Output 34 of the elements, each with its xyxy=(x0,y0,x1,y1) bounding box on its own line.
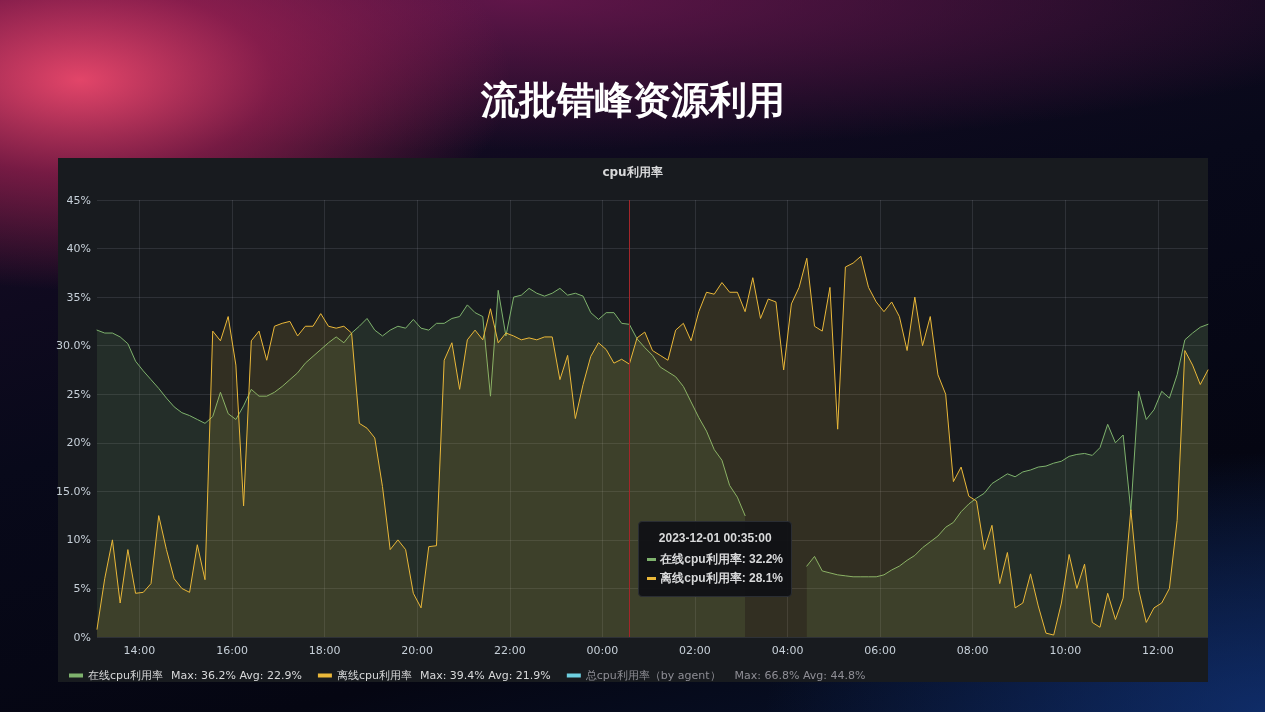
x-tick-label: 00:00 xyxy=(586,644,619,657)
y-tick-label: 35% xyxy=(66,290,91,304)
x-tick-label: 08:00 xyxy=(956,644,989,657)
text: Max: 36.2% Avg: 22.9% xyxy=(171,669,302,682)
x-tick-label: 18:00 xyxy=(308,644,341,657)
x-tick-label: 06:00 xyxy=(864,644,896,657)
legend-label: 在线cpu利用率 xyxy=(88,669,164,682)
x-tick-label: 10:00 xyxy=(1049,644,1082,657)
y-tick-label: 45% xyxy=(66,193,91,207)
y-tick-label: 5% xyxy=(73,581,91,595)
y-tick-label: 10% xyxy=(66,533,91,547)
text: Max: 66.8% Avg: 44.8% xyxy=(734,669,866,682)
y-tick-label: 15.0% xyxy=(56,484,91,498)
y-tick-label: 0% xyxy=(73,630,91,644)
text: Max: 39.4% Avg: 21.9% xyxy=(419,669,551,682)
chart-subtitle: cpu利用率 xyxy=(602,165,663,179)
annotation: 在线cpu利用率: 32.2% xyxy=(660,551,784,568)
y-tick-label: 30.0% xyxy=(56,339,91,353)
x-tick-label: 04:00 xyxy=(771,644,804,657)
x-tick-label: 12:00 xyxy=(1142,644,1174,657)
legend-label: 总cpu利用率（by agent） xyxy=(584,669,721,682)
x-tick-label: 16:00 xyxy=(216,644,248,657)
y-tick-label: 40% xyxy=(66,242,91,256)
chart-title: 流批错峰资源利用 xyxy=(479,78,785,122)
x-tick-label: 14:00 xyxy=(123,644,156,657)
y-tick-label: 25% xyxy=(66,387,91,401)
legend-label: 离线cpu利用率 xyxy=(336,669,412,682)
tooltip-box: 2023-12-01 00:35:00 在线cpu利用率: 32.2% 离线cpu利用率: 28.1% xyxy=(638,521,793,597)
x-tick-label: 02:00 xyxy=(679,644,711,657)
annotation: 离线cpu利用率: 28.1% xyxy=(660,570,784,587)
annotation: 2023-12-01 00:35:00 xyxy=(657,530,773,547)
y-tick-label: 20% xyxy=(66,436,91,450)
x-tick-label: 20:00 xyxy=(401,644,434,657)
x-tick-label: 22:00 xyxy=(493,644,526,657)
